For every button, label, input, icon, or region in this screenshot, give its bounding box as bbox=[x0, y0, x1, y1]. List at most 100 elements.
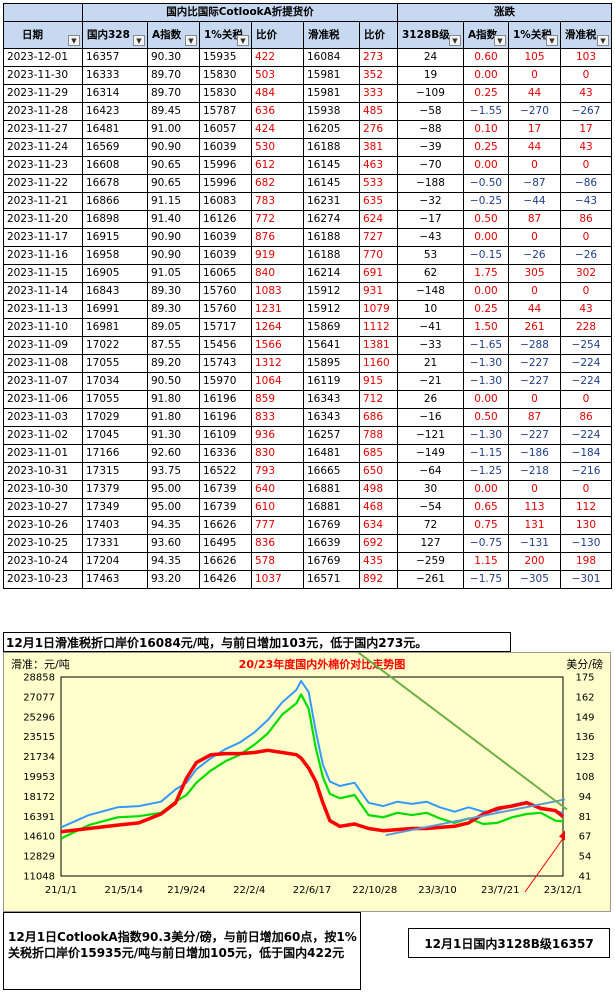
table-cell: 0.00 bbox=[463, 228, 509, 247]
table-cell: −224 bbox=[560, 426, 612, 445]
table-cell: 635 bbox=[359, 192, 398, 211]
table-cell: 16608 bbox=[82, 156, 148, 175]
filter-dropdown-icon[interactable]: ▼ bbox=[68, 35, 80, 46]
table-cell: 788 bbox=[359, 426, 398, 445]
column-header-label: A指数 bbox=[468, 28, 498, 41]
table-cell: −0.50 bbox=[463, 174, 509, 193]
table-cell: 44 bbox=[508, 84, 561, 103]
table-cell: 91.05 bbox=[147, 264, 200, 283]
table-cell: 276 bbox=[359, 120, 398, 139]
table-cell: 727 bbox=[359, 228, 398, 247]
table-cell: 0 bbox=[508, 156, 561, 175]
table-cell: 1264 bbox=[251, 318, 304, 337]
table-cell: 0.00 bbox=[463, 282, 509, 301]
table-cell: −0.25 bbox=[463, 192, 509, 211]
table-cell: 90.65 bbox=[147, 156, 200, 175]
table-cell: 16039 bbox=[199, 138, 252, 157]
table-cell: −188 bbox=[397, 174, 464, 193]
table-cell: 0 bbox=[560, 66, 612, 85]
table-cell: 0 bbox=[560, 228, 612, 247]
filter-dropdown-icon[interactable]: ▼ bbox=[237, 35, 249, 46]
table-cell: 685 bbox=[359, 444, 398, 463]
y-right-tick-label: 123 bbox=[575, 752, 594, 763]
table-cell: 1312 bbox=[251, 354, 304, 373]
table-cell: −43 bbox=[560, 192, 612, 211]
table-cell: 0.00 bbox=[463, 66, 509, 85]
table-cell: 1566 bbox=[251, 336, 304, 355]
table-cell: 16481 bbox=[303, 444, 360, 463]
table-cell: −86 bbox=[560, 174, 612, 193]
column-header-label: 比价 bbox=[364, 28, 385, 41]
y-right-tick-label: 136 bbox=[575, 732, 594, 743]
table-cell: 1064 bbox=[251, 372, 304, 391]
table-cell: 16426 bbox=[199, 570, 252, 589]
table-cell: −0.15 bbox=[463, 246, 509, 265]
y-right-tick-label: 81 bbox=[579, 812, 592, 823]
table-cell: 127 bbox=[397, 534, 464, 553]
table-cell: 610 bbox=[251, 498, 304, 517]
price-comparison-table: 国内比国际CotlookA折提货价 涨跌 日期 ▼ 国内328 ▼ A指数 ▼ 1%关税 ▼ 比… bbox=[3, 3, 612, 589]
table-cell: 17463 bbox=[82, 570, 148, 589]
filter-dropdown-icon[interactable]: ▼ bbox=[449, 35, 461, 46]
table-cell: 15970 bbox=[199, 372, 252, 391]
column-header-0: 日期 ▼ bbox=[3, 21, 83, 49]
table-cell: 91.80 bbox=[147, 408, 200, 427]
table-row: 2023-11-08 17055 89.20 15743 1312 15895 1160 21… bbox=[3, 354, 612, 373]
table-cell: 0.75 bbox=[463, 516, 509, 535]
filter-dropdown-icon[interactable]: ▼ bbox=[185, 35, 197, 46]
table-cell: −43 bbox=[397, 228, 464, 247]
table-cell: 2023-11-20 bbox=[3, 210, 83, 229]
table-cell: 503 bbox=[251, 66, 304, 85]
table-cell: 16084 bbox=[303, 48, 360, 67]
table-cell: −1.15 bbox=[463, 444, 509, 463]
table-cell: −227 bbox=[508, 354, 561, 373]
table-cell: 15743 bbox=[199, 354, 252, 373]
table-cell: −1.30 bbox=[463, 372, 509, 391]
table-cell: 91.40 bbox=[147, 210, 200, 229]
table-cell: 0 bbox=[508, 66, 561, 85]
table-cell: 2023-10-26 bbox=[3, 516, 83, 535]
table-row: 2023-10-26 17403 94.35 16626 777 16769 634 72 0.… bbox=[3, 516, 612, 535]
table-cell: 16915 bbox=[82, 228, 148, 247]
table-cell: 777 bbox=[251, 516, 304, 535]
table-cell: 0.00 bbox=[463, 480, 509, 499]
column-header-label: 滑准税 bbox=[565, 28, 597, 41]
column-header-10: 滑准税 ▼ bbox=[560, 21, 612, 49]
table-cell: 16274 bbox=[303, 210, 360, 229]
table-cell: 16057 bbox=[199, 120, 252, 139]
filter-dropdown-icon[interactable]: ▼ bbox=[494, 35, 506, 46]
table-row: 2023-11-13 16991 89.30 15760 1231 15912 1079 10… bbox=[3, 300, 612, 319]
filter-dropdown-icon[interactable]: ▼ bbox=[546, 35, 558, 46]
y-right-tick-label: 162 bbox=[575, 692, 594, 703]
table-cell: 2023-10-30 bbox=[3, 480, 83, 499]
series-line-A-index bbox=[60, 680, 564, 829]
x-tick-label: 21/1/1 bbox=[45, 885, 77, 896]
table-cell: −70 bbox=[397, 156, 464, 175]
table-cell: 302 bbox=[560, 264, 612, 283]
filter-dropdown-icon[interactable]: ▼ bbox=[597, 35, 609, 46]
trend-line-green bbox=[355, 652, 568, 811]
table-cell: 15938 bbox=[303, 102, 360, 121]
table-cell: 15996 bbox=[199, 174, 252, 193]
table-cell: 2023-11-14 bbox=[3, 282, 83, 301]
note-cotlook-summary: 12月1日CotlookA指数90.3美分/磅，与前日增加60点，按1%关税折口… bbox=[3, 912, 361, 990]
table-cell: 91.30 bbox=[147, 426, 200, 445]
table-cell: 305 bbox=[508, 264, 561, 283]
table-row: 2023-10-23 17463 93.20 16426 1037 16571 892 −26… bbox=[3, 570, 612, 589]
table-cell: 113 bbox=[508, 498, 561, 517]
table-cell: 16109 bbox=[199, 426, 252, 445]
table-cell: 91.15 bbox=[147, 192, 200, 211]
table-cell: 2023-11-07 bbox=[3, 372, 83, 391]
table-cell: 43 bbox=[560, 300, 612, 319]
table-cell: 892 bbox=[359, 570, 398, 589]
filter-dropdown-icon[interactable]: ▼ bbox=[133, 35, 145, 46]
table-cell: 15717 bbox=[199, 318, 252, 337]
table-cell: 16739 bbox=[199, 498, 252, 517]
table-cell: 0 bbox=[560, 390, 612, 409]
table-cell: 62 bbox=[397, 264, 464, 283]
table-cell: 1083 bbox=[251, 282, 304, 301]
table-cell: 485 bbox=[359, 102, 398, 121]
table-cell: 424 bbox=[251, 120, 304, 139]
x-tick-label: 23/7/21 bbox=[481, 885, 520, 896]
table-cell: 15935 bbox=[199, 48, 252, 67]
